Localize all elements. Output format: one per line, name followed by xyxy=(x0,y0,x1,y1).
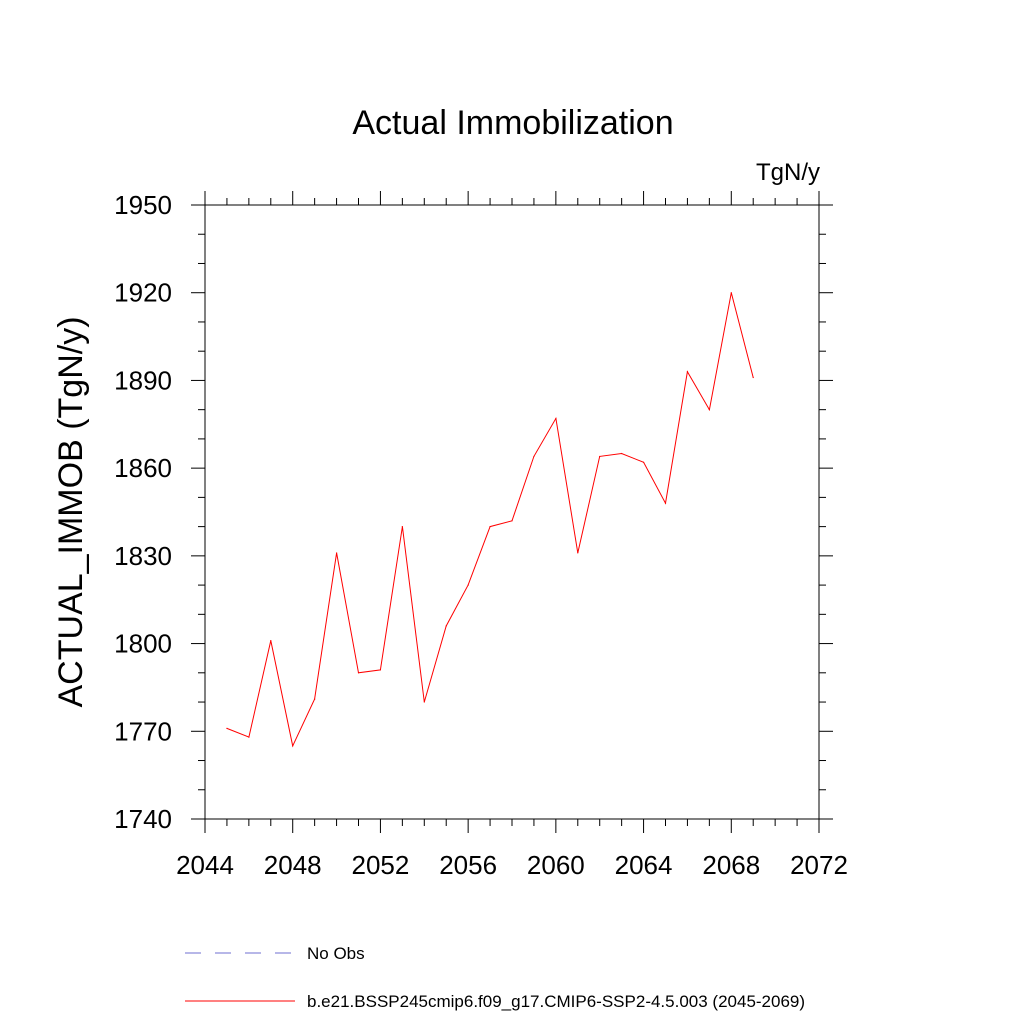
legend-label-model: b.e21.BSSP245cmip6.f09_g17.CMIP6-SSP2-4.… xyxy=(307,992,805,1011)
tick-labels: 2044 2048 2052 2056 2060 2064 2068 2072 1740 1770… xyxy=(114,190,848,880)
series-line xyxy=(226,292,754,748)
data-point xyxy=(248,736,250,738)
data-point xyxy=(686,371,689,373)
data-point xyxy=(467,584,469,586)
legend: No Obs b.e21.BSSP245cmip6.f09_g17.CMIP6-… xyxy=(185,944,805,1011)
x-tick-label: 2044 xyxy=(176,850,234,880)
data-point xyxy=(599,455,601,458)
data-point xyxy=(335,552,338,554)
x-tick-label: 2060 xyxy=(527,850,585,880)
y-tick-label: 1860 xyxy=(114,453,172,483)
data-point xyxy=(555,417,557,420)
units-label: TgN/y xyxy=(756,159,820,186)
y-tick-label: 1830 xyxy=(114,541,172,571)
data-point xyxy=(226,727,228,729)
x-tick-label: 2072 xyxy=(790,850,848,880)
data-point xyxy=(752,376,754,379)
plot-frame xyxy=(204,204,820,820)
data-point xyxy=(292,745,294,747)
data-point xyxy=(379,669,382,671)
data-point xyxy=(270,640,272,642)
y-tick-label: 1950 xyxy=(114,190,172,220)
y-tick-label: 1890 xyxy=(114,365,172,395)
legend-label-no-obs: No Obs xyxy=(307,944,365,963)
data-point xyxy=(511,520,513,522)
x-tick-label: 2052 xyxy=(352,850,410,880)
y-tick-label: 1800 xyxy=(114,629,172,659)
data-point xyxy=(445,625,447,627)
x-tick-label: 2056 xyxy=(439,850,497,880)
chart-title: Actual Immobilization xyxy=(352,104,673,142)
y-tick-label: 1920 xyxy=(114,278,172,308)
data-point xyxy=(533,455,535,458)
data-point xyxy=(401,526,403,528)
y-tick-label: 1740 xyxy=(114,804,172,834)
data-point xyxy=(664,502,667,504)
axis-ticks xyxy=(191,191,833,833)
x-tick-label: 2064 xyxy=(615,850,673,880)
data-point xyxy=(357,672,360,674)
y-axis-label: ACTUAL_IMMOB (TgN/y) xyxy=(52,316,90,707)
x-tick-label: 2068 xyxy=(702,850,760,880)
data-point xyxy=(577,552,579,554)
series-layer xyxy=(226,292,754,748)
y-tick-label: 1770 xyxy=(114,716,172,746)
data-point xyxy=(708,409,710,411)
data-point xyxy=(642,461,645,463)
data-point xyxy=(423,701,425,703)
data-point xyxy=(621,452,623,455)
data-point xyxy=(314,698,316,700)
data-point xyxy=(730,292,732,294)
x-tick-label: 2048 xyxy=(264,850,322,880)
data-point xyxy=(489,526,491,528)
